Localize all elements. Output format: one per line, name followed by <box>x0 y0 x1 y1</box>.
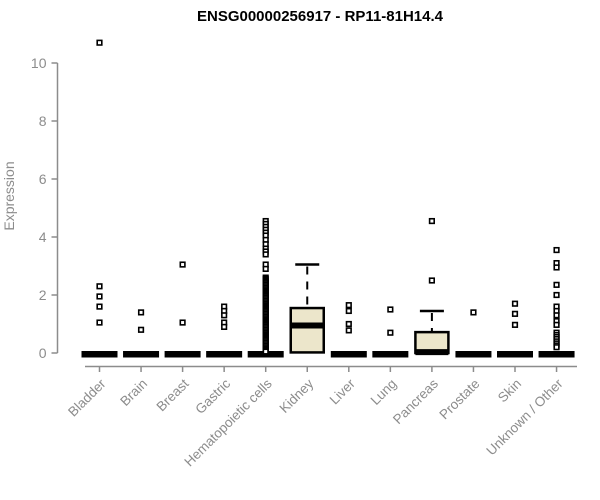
outlier-point-unknown-other <box>553 291 560 299</box>
outlier-point-pancreas <box>428 217 436 225</box>
outlier-point-liver <box>345 320 352 328</box>
y-tick-label: 6 <box>39 171 47 187</box>
outlier-point-lung <box>387 306 394 313</box>
outlier-point-bladder <box>96 319 103 326</box>
x-tick-label: Unknown / Other <box>483 376 566 459</box>
outlier-point-unknown-other <box>553 246 560 254</box>
outlier-point-skin <box>511 321 519 328</box>
y-tick-label: 10 <box>31 55 47 71</box>
outlier-point-breast <box>179 319 186 326</box>
outlier-point-hematopoietic-cells <box>262 348 269 355</box>
x-tick-label: Liver <box>327 376 359 408</box>
y-tick-label: 4 <box>39 229 47 245</box>
box-kidney <box>289 306 325 354</box>
outlier-point-unknown-other <box>553 312 560 319</box>
collapsed-box-brain <box>123 351 160 358</box>
collapsed-box-skin <box>497 351 533 358</box>
outlier-point-liver <box>345 327 352 334</box>
outlier-point-prostate <box>470 309 477 316</box>
x-tick-label: Gastric <box>192 376 233 417</box>
x-tick-label: Kidney <box>277 376 317 416</box>
x-tick-label: Skin <box>495 376 524 405</box>
x-tick-label: Lung <box>368 376 400 408</box>
outlier-point-lung <box>387 329 394 336</box>
collapsed-box-prostate <box>455 351 492 358</box>
outlier-point-liver <box>345 302 352 309</box>
outlier-point-liver <box>345 307 352 315</box>
outlier-point-bladder <box>96 283 103 290</box>
x-tick-label: Prostate <box>436 376 482 422</box>
y-tick-label: 0 <box>39 345 47 361</box>
outlier-point-bladder <box>96 39 103 46</box>
x-tick-label: Brain <box>117 376 150 409</box>
collapsed-box-breast <box>164 351 201 358</box>
outlier-point-hematopoietic-cells <box>262 251 269 258</box>
outlier-point-brain <box>137 309 145 316</box>
collapsed-box-liver <box>330 351 367 358</box>
outlier-point-gastric <box>221 323 228 331</box>
y-tick-label: 8 <box>39 113 47 129</box>
outlier-point-unknown-other <box>553 344 560 351</box>
collapsed-box-bladder <box>81 351 118 358</box>
collapsed-box-gastric <box>206 351 243 358</box>
outlier-point-breast <box>179 261 186 268</box>
x-tick-label: Pancreas <box>390 376 441 427</box>
x-tick-label: Bladder <box>65 376 109 420</box>
outlier-point-bladder <box>96 303 103 310</box>
x-tick-label: Breast <box>154 376 192 414</box>
outlier-point-bladder <box>96 293 103 300</box>
outlier-point-skin <box>511 300 519 307</box>
outlier-point-gastric <box>221 312 228 319</box>
collapsed-box-unknown-other <box>538 351 575 358</box>
chart-title: ENSG00000256917 - RP11-81H14.4 <box>196 8 443 25</box>
outlier-point-hematopoietic-cells <box>262 265 269 273</box>
outlier-point-unknown-other <box>553 264 560 271</box>
outlier-point-brain <box>137 326 145 333</box>
outlier-point-pancreas <box>428 277 436 284</box>
outlier-point-skin <box>511 310 519 317</box>
outlier-point-unknown-other <box>553 321 560 328</box>
y-tick-label: 2 <box>39 287 47 303</box>
collapsed-box-lung <box>372 351 409 358</box>
outlier-point-unknown-other <box>553 281 560 288</box>
